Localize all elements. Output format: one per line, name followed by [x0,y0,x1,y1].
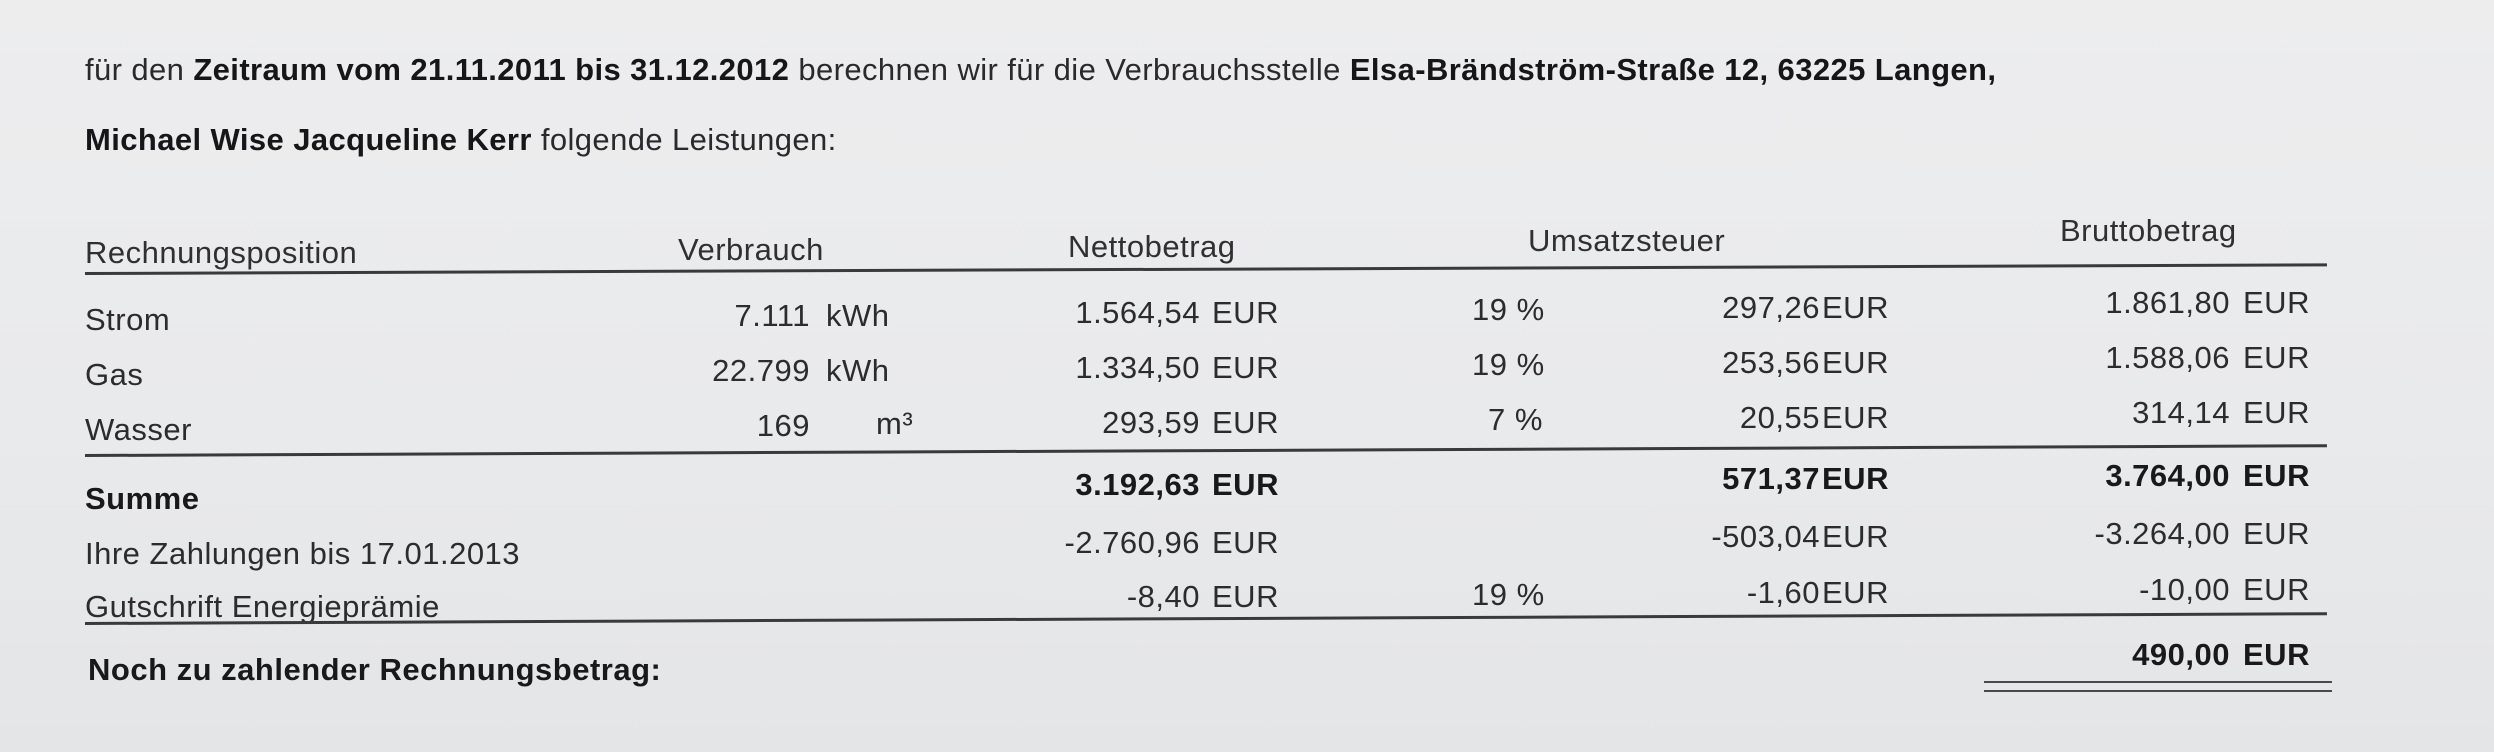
header-divider [84,263,2327,275]
sum-divider [84,444,2327,457]
row-gas-gross: 1.588,06 [2105,340,2230,375]
row-gas-vat: 253,56 [1722,345,1820,380]
sum-vat-currency: EUR [1822,461,1889,496]
row-wasser-unit: m³ [876,406,914,441]
intro-suffix: folgende Leistungen: [540,122,837,157]
row-gas-unit: kWh [826,353,890,388]
row-strom-unit: kWh [826,298,890,333]
row-gas-net-currency: EUR [1212,350,1279,385]
row-strom-label: Strom [85,302,171,337]
sum-net: 3.192,63 [1075,467,1200,502]
credit-label: Gutschrift Energieprämie [85,589,440,624]
intro-middle: berechnen wir für die Verbrauchsstelle [798,52,1341,87]
row-wasser-gross: 314,14 [2132,395,2230,430]
credit-vat-currency: EUR [1822,575,1889,610]
amount-due-value: 490,00 [2132,637,2230,672]
row-wasser-net-currency: EUR [1212,405,1279,440]
sum-gross: 3.764,00 [2105,458,2230,493]
row-gas-vat-currency: EUR [1822,345,1889,380]
row-strom-net-currency: EUR [1212,295,1279,330]
row-wasser-net: 293,59 [1102,405,1200,440]
payments-vat-currency: EUR [1822,519,1889,554]
credit-vat: -1,60 [1746,575,1820,610]
row-gas-label: Gas [85,357,144,392]
row-strom-gross-currency: EUR [2243,285,2310,320]
credit-net-currency: EUR [1212,579,1279,614]
row-gas-net: 1.334,50 [1075,350,1200,385]
sum-net-currency: EUR [1212,467,1279,502]
row-strom-vat-rate: 19 % [1472,292,1545,327]
row-gas-gross-currency: EUR [2243,340,2310,375]
row-strom-qty: 7.111 [734,298,810,333]
row-gas-vat-rate: 19 % [1472,347,1545,382]
credit-gross: -10,00 [2139,572,2230,607]
sum-gross-currency: EUR [2243,458,2310,493]
row-wasser-label: Wasser [85,412,192,447]
intro-prefix: für den [85,52,185,87]
row-wasser-gross-currency: EUR [2243,395,2310,430]
sum-label: Summe [85,481,200,516]
credit-vat-rate: 19 % [1472,577,1545,612]
payments-gross-currency: EUR [2243,516,2310,551]
header-consumption: Verbrauch [678,232,824,267]
row-gas-qty: 22.799 [712,353,810,388]
amount-due-label: Noch zu zahlender Rechnungsbetrag: [88,652,662,687]
payments-vat: -503,04 [1711,519,1820,554]
header-vat: Umsatzsteuer [1528,223,1726,258]
credit-net: -8,40 [1126,579,1200,614]
header-position: Rechnungsposition [85,235,358,270]
header-net: Nettobetrag [1068,229,1236,264]
payments-net: -2.760,96 [1064,525,1200,560]
sum-vat: 571,37 [1722,461,1820,496]
row-strom-gross: 1.861,80 [2105,285,2230,320]
row-strom-vat-currency: EUR [1822,290,1889,325]
amount-due-currency: EUR [2243,637,2310,672]
payments-label: Ihre Zahlungen bis 17.01.2013 [85,536,521,571]
payments-gross: -3.264,00 [2094,516,2230,551]
amount-due-underline-1 [1984,681,2332,683]
intro-line-1: für den Zeitraum vom 21.11.2011 bis 31.1… [85,52,1996,88]
row-strom-net: 1.564,54 [1075,295,1200,330]
header-gross: Bruttobetrag [2060,213,2237,248]
amount-due-underline-2 [1984,690,2332,692]
customer-names: Michael Wise Jacqueline Kerr [85,122,532,157]
consumption-address: Elsa-Brändström-Straße 12, 63225 Langen, [1349,52,1997,87]
payments-net-currency: EUR [1212,525,1279,560]
row-wasser-qty: 169 [756,408,810,443]
intro-line-2: Michael Wise Jacqueline Kerr folgende Le… [85,122,837,158]
row-wasser-vat: 20,55 [1739,400,1820,435]
row-wasser-vat-rate: 7 % [1488,402,1543,437]
row-strom-vat: 297,26 [1722,290,1820,325]
row-wasser-vat-currency: EUR [1822,400,1889,435]
credit-gross-currency: EUR [2243,572,2310,607]
billing-period: Zeitraum vom 21.11.2011 bis 31.12.2012 [193,52,790,87]
